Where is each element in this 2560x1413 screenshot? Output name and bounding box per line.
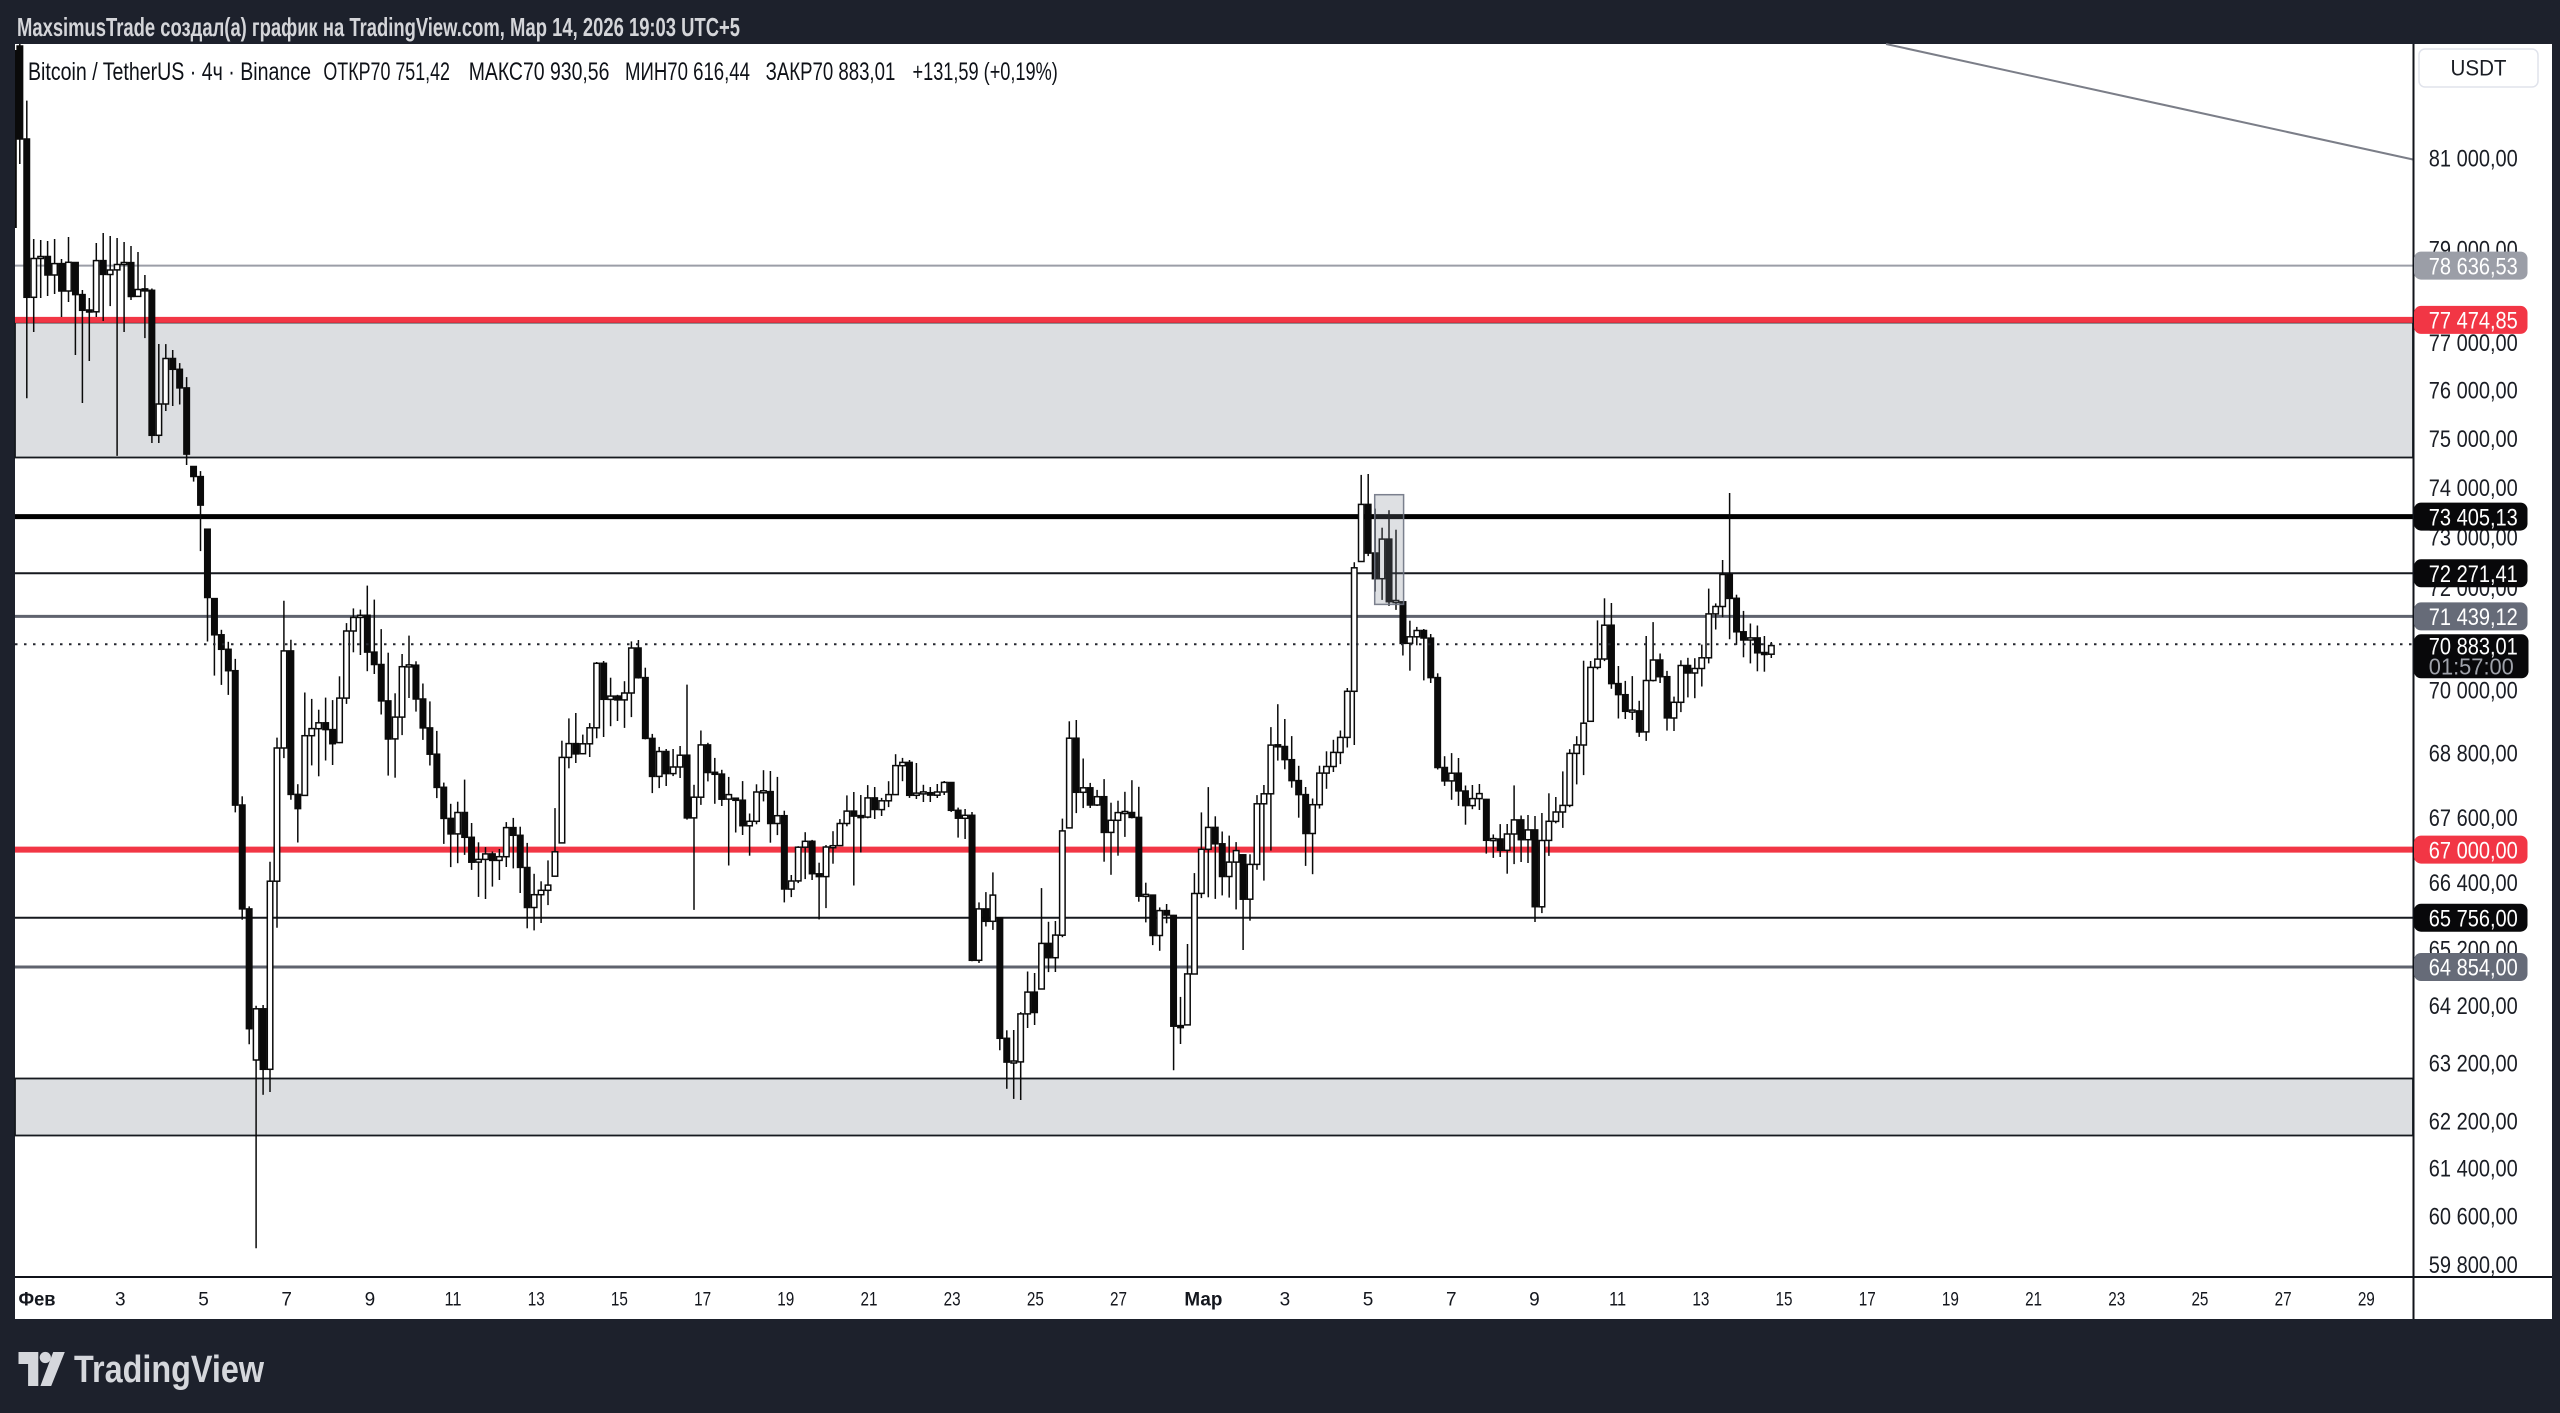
svg-text:MaxsimusTrade создал(а) график: MaxsimusTrade создал(а) график на Tradin… <box>17 12 740 42</box>
svg-text:МИН70 616,44: МИН70 616,44 <box>625 58 750 86</box>
svg-text:67 000,00: 67 000,00 <box>2429 837 2518 864</box>
svg-text:77 000,00: 77 000,00 <box>2429 330 2518 357</box>
svg-text:5: 5 <box>1363 1290 1374 1311</box>
svg-text:15: 15 <box>1776 1290 1793 1311</box>
svg-text:7: 7 <box>1446 1290 1457 1311</box>
svg-text:Мар: Мар <box>1184 1290 1222 1311</box>
svg-text:71 439,12: 71 439,12 <box>2429 604 2518 631</box>
svg-text:65 756,00: 65 756,00 <box>2429 905 2518 932</box>
svg-text:23: 23 <box>2108 1290 2125 1311</box>
svg-text:7: 7 <box>281 1290 292 1311</box>
svg-text:13: 13 <box>1692 1290 1709 1311</box>
svg-text:78 636,53: 78 636,53 <box>2429 253 2518 280</box>
svg-text:25: 25 <box>1027 1290 1044 1311</box>
svg-text:17: 17 <box>1859 1290 1876 1311</box>
svg-text:9: 9 <box>1529 1290 1540 1311</box>
svg-text:81 000,00: 81 000,00 <box>2429 145 2518 172</box>
svg-text:21: 21 <box>860 1290 877 1311</box>
svg-text:TradingView: TradingView <box>74 1349 264 1391</box>
svg-text:27: 27 <box>1110 1290 1127 1311</box>
svg-text:64 200,00: 64 200,00 <box>2429 993 2518 1020</box>
svg-text:15: 15 <box>611 1290 628 1311</box>
svg-text:3: 3 <box>1280 1290 1291 1311</box>
svg-text:ЗАКР70 883,01: ЗАКР70 883,01 <box>766 58 896 86</box>
svg-text:73 405,13: 73 405,13 <box>2429 504 2518 531</box>
svg-text:11: 11 <box>445 1290 462 1311</box>
svg-text:17: 17 <box>694 1290 711 1311</box>
svg-text:Bitcoin / TetherUS · 4ч · Bina: Bitcoin / TetherUS · 4ч · Binance <box>28 58 311 86</box>
svg-text:25: 25 <box>2191 1290 2208 1311</box>
svg-text:МАКС70 930,56: МАКС70 930,56 <box>469 58 610 86</box>
svg-text:68 800,00: 68 800,00 <box>2429 741 2518 768</box>
svg-text:77 474,85: 77 474,85 <box>2429 308 2518 335</box>
svg-text:29: 29 <box>2358 1290 2375 1311</box>
svg-text:23: 23 <box>944 1290 961 1311</box>
svg-text:75 000,00: 75 000,00 <box>2429 426 2518 453</box>
svg-text:21: 21 <box>2025 1290 2042 1311</box>
svg-text:11: 11 <box>1609 1290 1626 1311</box>
svg-text:76 000,00: 76 000,00 <box>2429 378 2518 405</box>
svg-text:9: 9 <box>365 1290 376 1311</box>
svg-text:3: 3 <box>115 1290 126 1311</box>
svg-text:70 883,01: 70 883,01 <box>2429 634 2518 661</box>
svg-text:64 854,00: 64 854,00 <box>2429 955 2518 982</box>
svg-text:01:57:00: 01:57:00 <box>2429 654 2514 680</box>
svg-text:62 200,00: 62 200,00 <box>2429 1108 2518 1135</box>
svg-text:19: 19 <box>777 1290 794 1311</box>
svg-text:60 600,00: 60 600,00 <box>2429 1203 2518 1230</box>
svg-text:61 400,00: 61 400,00 <box>2429 1156 2518 1183</box>
svg-text:67 600,00: 67 600,00 <box>2429 805 2518 832</box>
svg-text:72 271,41: 72 271,41 <box>2429 561 2518 588</box>
svg-text:Фев: Фев <box>19 1290 56 1311</box>
svg-text:66 400,00: 66 400,00 <box>2429 870 2518 897</box>
svg-text:+131,59 (+0,19%): +131,59 (+0,19%) <box>913 58 1058 86</box>
svg-text:ОТКР70 751,42: ОТКР70 751,42 <box>323 58 450 86</box>
svg-text:USDT: USDT <box>2451 56 2507 81</box>
svg-text:5: 5 <box>198 1290 209 1311</box>
svg-text:63 200,00: 63 200,00 <box>2429 1050 2518 1077</box>
svg-text:13: 13 <box>528 1290 545 1311</box>
svg-text:59 800,00: 59 800,00 <box>2429 1252 2518 1279</box>
svg-text:19: 19 <box>1942 1290 1959 1311</box>
svg-text:70 000,00: 70 000,00 <box>2429 678 2518 705</box>
svg-text:74 000,00: 74 000,00 <box>2429 475 2518 502</box>
svg-text:27: 27 <box>2275 1290 2292 1311</box>
